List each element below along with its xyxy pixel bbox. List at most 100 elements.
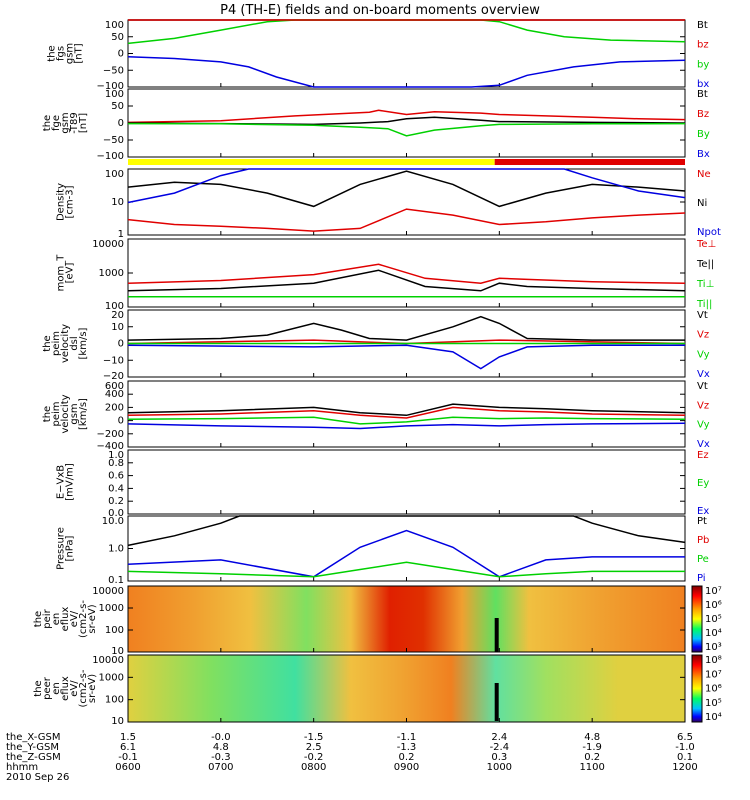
x-axis-value: 0900 [394,762,419,773]
panel-frame [127,449,686,515]
legend-entry: Vy [697,349,710,360]
y-axis-label: velocity [60,394,71,433]
y-tick-label: 100 [105,169,124,180]
series-ne-line [127,208,686,232]
colorbar-label: 10⁵ [705,698,722,709]
x-axis-value: 2.5 [306,742,322,753]
y-tick-label: 50 [111,32,124,43]
x-axis-value: -2.4 [490,742,510,753]
y-tick-label: 0.8 [108,458,124,469]
y-axis-label: en [51,682,62,695]
legend-entry: Vt [697,310,708,321]
series-bx-line [127,56,686,88]
mode-bar-fast [494,159,685,165]
y-tick-label: 1.0 [108,544,124,555]
y-tick-label: 100 [105,695,124,706]
legend-entry: Bz [697,109,709,120]
y-tick-label: 0.0 [108,508,124,519]
y-axis-label: [mV/m] [65,463,76,501]
series-bz-line [127,109,686,124]
colorbar-label: 10⁷ [705,669,722,680]
y-axis-label: Pressure [56,527,67,570]
electron-spectrogram-gap [494,683,499,721]
legend-entry: Bt [697,89,708,100]
y-tick-label: 1000 [99,603,124,614]
y-tick-label: 20 [111,310,124,321]
series-npot-line [127,168,686,204]
legend-entry: Npot [697,227,721,238]
x-axis-row-label: the_Z-GSM [6,752,61,763]
y-tick-label: 400 [105,389,124,400]
y-axis-label: Density [56,183,67,221]
colorbar-label: 10⁶ [705,600,722,611]
y-tick-label: 1000 [99,672,124,683]
legend-entry: Bx [697,149,710,160]
series-pi-line [127,529,685,578]
y-axis-label: peer [42,676,53,700]
x-axis-value: -0.0 [211,732,231,743]
electron-spectrogram [128,655,685,722]
y-tick-label: 0 [118,49,124,60]
x-axis-value: 0600 [115,762,140,773]
x-axis-value: -0.2 [304,752,324,763]
y-axis-label: the [42,115,53,131]
legend-entry: Te⊥ [696,239,716,250]
y-tick-label: 600 [105,381,124,392]
y-tick-label: −100 [97,151,124,162]
legend-entry: Ex [697,506,709,517]
x-axis-value: 1.5 [120,732,136,743]
x-axis-row-label: the_X-GSM [6,732,60,743]
y-axis-label: the [42,406,53,422]
series-te-line [127,263,686,284]
series-vy-line [127,416,686,425]
y-axis-label: [cm-3] [65,185,76,218]
y-tick-label: 10000 [92,239,124,250]
colorbar [691,654,703,723]
series-vt-line [127,315,685,341]
series-te-line [127,269,686,292]
y-tick-label: 100 [105,301,124,312]
y-axis-label: E−VxB [56,465,67,499]
x-axis-value: 0.3 [491,752,507,763]
x-axis-value: 2.4 [491,732,507,743]
y-tick-label: 10 [111,646,124,657]
legend-entry: Bt [697,20,708,31]
y-axis-label: sr-eV) [87,604,98,633]
series-ni-line [127,170,686,208]
y-axis-label: sr-eV) [87,674,98,703]
y-axis-label: [km/s] [78,327,89,359]
y-axis-label: peim [51,331,62,356]
legend-entry: Ne [697,169,711,180]
x-axis-value: -1.9 [582,742,602,753]
x-axis-value: 1100 [579,762,604,773]
y-tick-label: 1000 [99,268,124,279]
y-axis-label: dsl [69,336,80,350]
plot-title: P4 (TH-E) fields and on-board moments ov… [220,3,540,18]
y-axis-label: mom_T [56,254,67,292]
series-pt-line [127,515,686,547]
mode-bar-slow [128,159,495,165]
series-by-line [127,122,686,137]
series-vt-line [127,403,686,417]
x-axis-value: -1.0 [675,742,695,753]
y-tick-label: −50 [103,65,124,76]
legend-entry: Pt [697,516,707,527]
y-axis-label: peim [51,401,62,426]
x-axis-value: 1200 [672,762,697,773]
colorbar-label: 10⁴ [705,628,722,639]
legend-entry: Pb [697,535,709,546]
y-axis-label: eV/ [69,610,80,627]
y-tick-label: 100 [105,89,124,100]
y-axis-label: the [33,611,44,627]
y-axis-label: [nPa] [65,535,76,561]
legend-entry: Vz [697,330,709,341]
legend-entry: Ti⊥ [696,279,714,290]
colorbar-label: 10⁶ [705,684,722,695]
x-axis-value: 0800 [301,762,326,773]
x-axis-value: -1.3 [397,742,417,753]
ion-spectrogram-gap [494,618,499,652]
series-pe-line [127,561,685,578]
y-tick-label: 0.1 [108,575,124,586]
y-tick-label: −50 [103,135,124,146]
